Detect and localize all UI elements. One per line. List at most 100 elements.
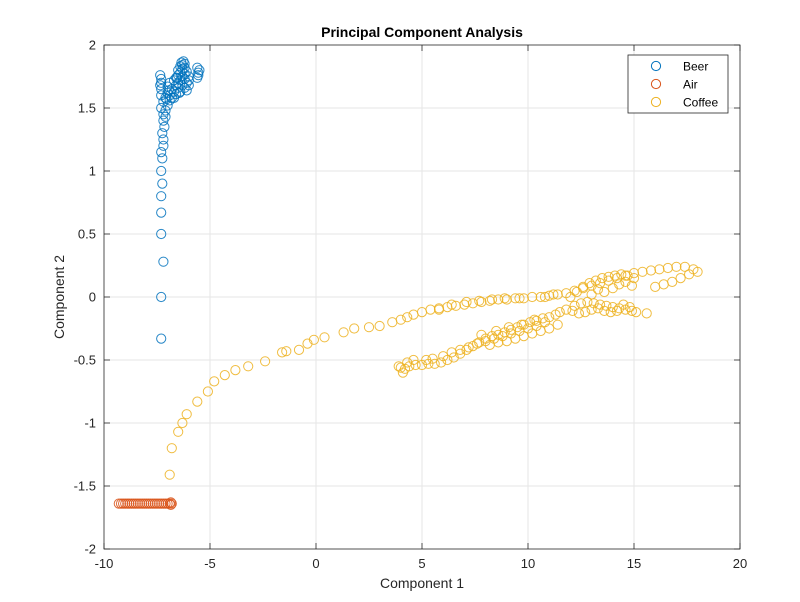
beer-point (156, 102, 167, 114)
beer-point (156, 228, 167, 240)
y-tick-label: 0.5 (78, 227, 96, 242)
x-tick-label: 20 (733, 556, 747, 571)
coffee-point (654, 264, 665, 275)
coffee-point (474, 337, 485, 348)
coffee-point (493, 337, 504, 348)
coffee-point (628, 268, 640, 279)
x-tick-label: -5 (204, 556, 216, 571)
coffee-point (527, 291, 538, 303)
coffee-point (510, 293, 521, 304)
coffee-point (438, 351, 449, 362)
coffee-point (293, 344, 305, 355)
coffee-point (402, 357, 413, 368)
air-point (149, 498, 160, 509)
coffee-point (631, 307, 642, 318)
y-tick-labels: -2 -1.5 -1 -0.5 0 0.5 1 1.5 2 (74, 38, 96, 557)
beer-point (156, 90, 167, 101)
beer-point (156, 191, 167, 202)
coffee-point (571, 286, 582, 298)
coffee-point (544, 290, 555, 301)
air-point (165, 499, 176, 510)
x-tick-label: 10 (521, 556, 535, 571)
beer-point (158, 140, 169, 151)
coffee-point (461, 296, 472, 308)
beer-point (172, 72, 183, 83)
coffee-point (531, 315, 542, 326)
coffee-point (599, 305, 610, 316)
coffee-point (645, 265, 657, 276)
coffee-point (277, 347, 288, 358)
coffee-point (622, 270, 633, 281)
coffee-point (650, 281, 661, 292)
x-tick-label: 15 (627, 556, 641, 571)
coffee-point (486, 294, 498, 305)
coffee-point (607, 283, 618, 294)
coffee-point (408, 354, 419, 366)
coffee-point (308, 334, 319, 345)
beer-point (193, 67, 204, 78)
legend: Beer Air Coffee (627, 54, 729, 114)
coffee-point (675, 273, 686, 284)
beer-point (178, 56, 189, 67)
beer-point (181, 85, 192, 96)
scatter-points (113, 56, 703, 510)
coffee-point (514, 293, 525, 304)
beer-point (159, 121, 170, 133)
coffee-point (209, 376, 220, 387)
coffee-point (641, 308, 652, 319)
coffee-point (493, 294, 504, 305)
coffee-point (338, 327, 349, 338)
beer-point (157, 178, 168, 189)
air-point (124, 498, 135, 509)
coffee-point (586, 289, 597, 300)
coffee-point (260, 356, 271, 367)
coffee-point (461, 344, 472, 355)
legend-entry-coffee: Coffee (650, 96, 718, 110)
coffee-point (446, 299, 457, 310)
air-point (165, 497, 176, 508)
x-tick-label: -10 (95, 556, 114, 571)
beer-point (157, 128, 168, 139)
coffee-point (561, 304, 572, 315)
y-tick-label: -1.5 (74, 479, 96, 494)
coffee-point (476, 296, 487, 308)
coffee-point (491, 325, 502, 337)
legend-box (627, 54, 729, 114)
coffee-point (592, 303, 604, 314)
air-point (137, 498, 148, 509)
y-axis-label: Component 2 (51, 255, 67, 339)
coffee-point (450, 300, 461, 311)
y-tick-label: 1 (89, 164, 96, 179)
air-point (115, 498, 127, 509)
beer-point (192, 62, 203, 73)
coffee-point (436, 357, 447, 368)
coffee-point (684, 269, 695, 280)
coffee-point (609, 270, 621, 281)
coffee-point (592, 284, 604, 295)
coffee-point (628, 273, 640, 284)
coffee-point (618, 299, 629, 310)
y-tick-label: -0.5 (74, 353, 96, 368)
air-point (154, 498, 165, 509)
y-tick-label: 1.5 (78, 101, 96, 116)
beer-point (157, 153, 168, 164)
beer-point (160, 111, 171, 122)
coffee-point (573, 308, 585, 319)
beer-point (179, 62, 190, 73)
coffee-point (597, 273, 608, 284)
beer-point (155, 70, 166, 81)
coffee-point (501, 294, 512, 305)
coffee-point (662, 262, 674, 274)
air-point (141, 498, 152, 509)
legend-label-coffee: Coffee (683, 96, 718, 110)
beer-point (194, 65, 205, 76)
legend-label-air: Air (683, 78, 698, 92)
beer-point (156, 147, 167, 158)
coffee-point (202, 386, 213, 397)
coffee-point (499, 293, 510, 304)
beer-point (161, 94, 172, 105)
air-point (128, 498, 139, 509)
coffee-point (166, 443, 177, 454)
coffee-point (582, 296, 593, 308)
coffee-point (173, 426, 184, 437)
